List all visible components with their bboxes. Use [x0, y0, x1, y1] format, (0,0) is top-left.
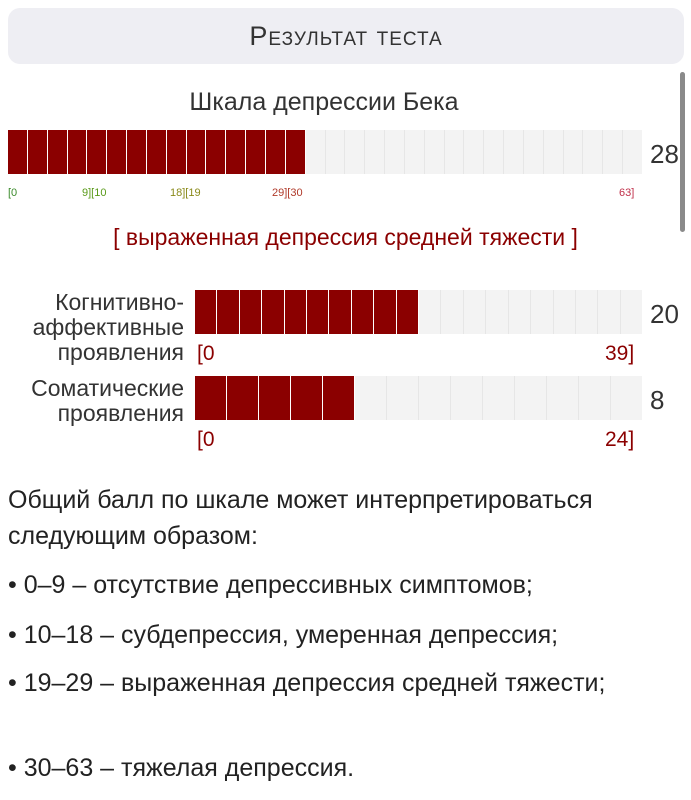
- subscale-0-segment-empty: [486, 290, 509, 334]
- main-bar-segment-empty: [325, 130, 346, 174]
- main-bar-segment-filled: [285, 130, 306, 174]
- main-bar-segment-filled: [127, 130, 147, 174]
- main-bar-segment-empty: [563, 130, 584, 174]
- main-bar-segment-filled: [27, 130, 48, 174]
- subscale-0-segment-empty: [598, 290, 621, 334]
- subscale-1-segment-empty: [515, 376, 547, 420]
- result-title: Результат теста: [249, 20, 443, 51]
- subscale-0-segment-empty: [575, 290, 599, 334]
- tick-63: 63]: [619, 187, 635, 199]
- cognitive-score-value: 20: [650, 299, 679, 329]
- main-bar-segment-empty: [504, 130, 524, 174]
- main-bar-segment-empty: [603, 130, 624, 174]
- main-bar-segment-empty: [523, 130, 544, 174]
- main-bar-segment-filled: [166, 130, 187, 174]
- main-bar-segment-empty: [424, 130, 445, 174]
- result-header: Результат теста: [8, 8, 684, 64]
- main-bar-segment-empty: [543, 130, 564, 174]
- main-bar-segment-filled: [107, 130, 128, 174]
- main-bar-segment-empty: [404, 130, 425, 174]
- main-score-bar: [8, 130, 642, 174]
- subscale-1-segment-empty: [579, 376, 611, 420]
- somatic-range-max: 24]: [605, 428, 635, 451]
- subscale-0-segment-empty: [553, 290, 576, 334]
- main-bar-segment-filled: [265, 130, 286, 174]
- subscale-1-segment-filled: [227, 376, 259, 420]
- main-bar-segment-empty: [345, 130, 366, 174]
- subscale-0-segment-filled: [284, 290, 308, 334]
- main-bar-segment-empty: [464, 130, 485, 174]
- cognitive-range-max: 39]: [605, 342, 635, 365]
- main-bar-segment-empty: [444, 130, 465, 174]
- cognitive-range-min: [0: [197, 342, 215, 365]
- subscale-label-somatic: Соматические проявления: [31, 375, 184, 426]
- main-bar-segment-filled: [246, 130, 266, 174]
- subscale-1-segment-empty: [419, 376, 451, 420]
- tick-9-10: 9][10: [82, 187, 107, 199]
- somatic-score-value: 8: [650, 385, 665, 415]
- interpretation-item-0: • 0–9 – отсутствие депрессивных симптомо…: [8, 571, 533, 599]
- main-bar-segment-filled: [67, 130, 88, 174]
- somatic-range-min: [0: [197, 428, 215, 451]
- subscale-0-segment-empty: [620, 290, 643, 334]
- subscale-0-segment-filled: [239, 290, 263, 334]
- subscale-0-segment-empty: [463, 290, 487, 334]
- subscale-0-segment-filled: [351, 290, 375, 334]
- subscale-1-segment-filled: [259, 376, 291, 420]
- interpretation-item-1: • 10–18 – субдепрессия, умеренная депрес…: [8, 621, 559, 649]
- subscale-0-segment-filled: [307, 290, 330, 334]
- tick-29-30: 29][30: [272, 187, 303, 199]
- subscale-0-segment-filled: [374, 290, 397, 334]
- subscale-0-segment-filled: [329, 290, 352, 334]
- main-bar-segment-empty: [305, 130, 326, 174]
- cognitive-score-bar: [195, 290, 643, 334]
- subscale-0-segment-empty: [419, 290, 442, 334]
- verdict-label: [ выраженная депрессия средней тяжести ]: [113, 224, 578, 250]
- main-bar-segment-filled: [87, 130, 108, 174]
- subscale-0-segment-filled: [195, 290, 218, 334]
- scale-title: Шкала депрессии Бека: [189, 88, 459, 116]
- subscale-1-segment-empty: [483, 376, 515, 420]
- scrollbar[interactable]: [680, 72, 685, 232]
- subscale-0-segment-empty: [441, 290, 464, 334]
- main-score-value: 28: [650, 139, 679, 169]
- main-bar-segment-filled: [8, 130, 28, 174]
- main-bar-segment-filled: [226, 130, 247, 174]
- subscale-0-segment-filled: [396, 290, 420, 334]
- subscale-0-segment-filled: [262, 290, 285, 334]
- main-bar-segment-filled: [186, 130, 207, 174]
- main-bar-segment-empty: [583, 130, 604, 174]
- subscale-label-cognitive: Когнитивно- аффективные проявления: [32, 289, 184, 365]
- subscale-1-segment-empty: [451, 376, 483, 420]
- subscale-0-segment-filled: [217, 290, 240, 334]
- somatic-score-bar: [195, 376, 642, 420]
- subscale-0-segment-empty: [531, 290, 554, 334]
- tick-18-19: 18][19: [170, 187, 201, 199]
- subscale-1-segment-filled: [323, 376, 355, 420]
- subscale-1-segment-empty: [387, 376, 419, 420]
- main-bar-segment-empty: [623, 130, 642, 174]
- interpretation-item-3: • 30–63 – тяжелая депрессия.: [8, 754, 355, 782]
- subscale-0-segment-empty: [508, 290, 532, 334]
- main-bar-segment-filled: [146, 130, 167, 174]
- main-bar-segment-empty: [385, 130, 405, 174]
- main-bar-segment-empty: [484, 130, 505, 174]
- subscale-1-segment-empty: [611, 376, 642, 420]
- tick-0: [0: [8, 187, 18, 199]
- main-bar-segment-filled: [47, 130, 68, 174]
- subscale-1-segment-empty: [355, 376, 387, 420]
- subscale-1-segment-filled: [291, 376, 323, 420]
- interpretation-item-2: • 19–29 – выраженная депрессия средней т…: [8, 669, 606, 697]
- main-bar-segment-empty: [365, 130, 386, 174]
- main-bar-segment-filled: [206, 130, 227, 174]
- interpretation-intro: Общий балл по шкале может интерпретирова…: [8, 486, 593, 550]
- subscale-1-segment-empty: [547, 376, 579, 420]
- subscale-1-segment-filled: [195, 376, 227, 420]
